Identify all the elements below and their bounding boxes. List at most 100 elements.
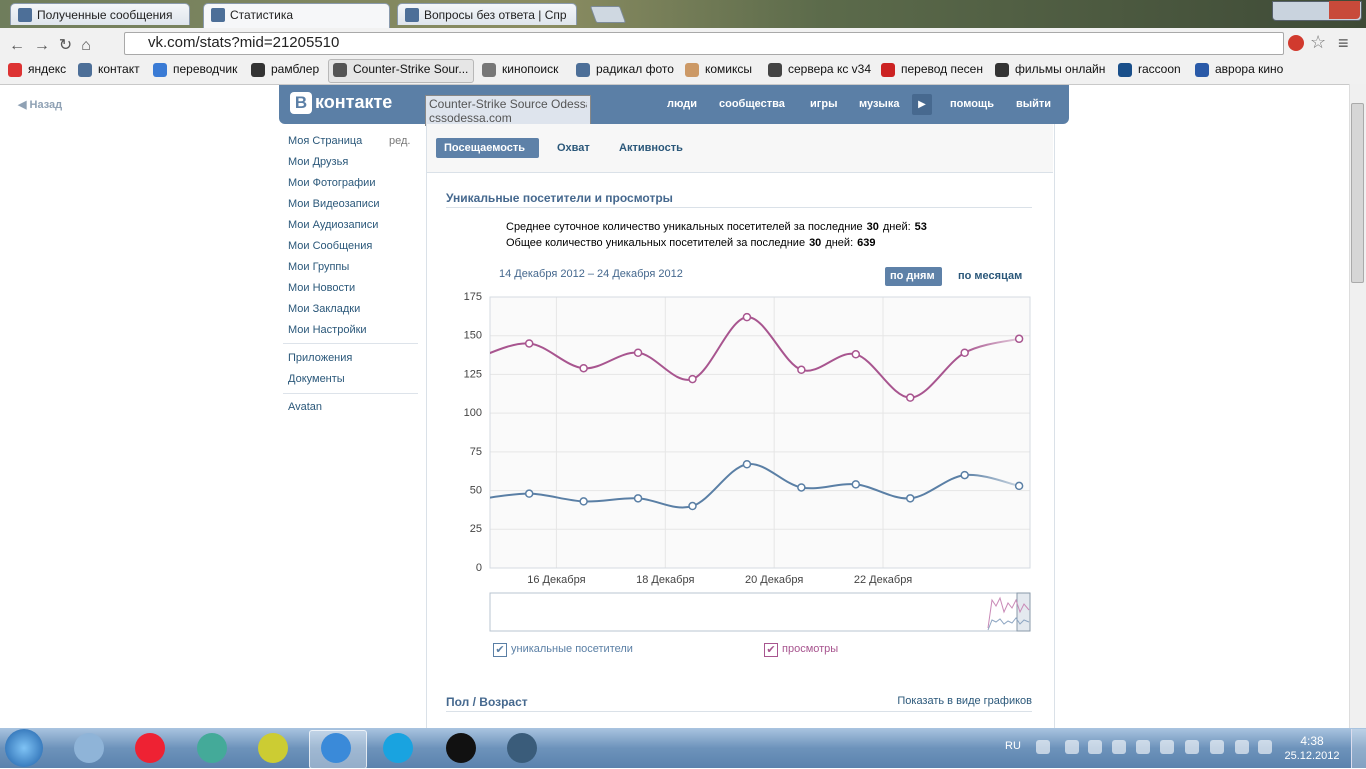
menu-item[interactable]: выйти (1016, 98, 1052, 110)
tray-icon[interactable] (1185, 740, 1199, 754)
bookmark[interactable]: яндекс (28, 62, 67, 76)
bookmark[interactable]: переводчик (173, 62, 238, 76)
tab-title[interactable]: Вопросы без ответа | Спр (424, 8, 567, 22)
back-link[interactable]: ◀ Назад (18, 99, 63, 111)
taskbar-icon[interactable] (321, 733, 351, 763)
browser-tab[interactable]: Полученные сообщения (10, 3, 190, 25)
language[interactable]: RU (1005, 740, 1021, 752)
taskbar-icon[interactable] (507, 733, 537, 763)
sidebar-link[interactable]: Мои Группы (288, 261, 350, 273)
legend-label[interactable]: просмотры (782, 643, 839, 655)
tab-title[interactable]: Полученные сообщения (37, 8, 173, 22)
scroll-thumb[interactable] (1351, 103, 1364, 283)
menu-item[interactable]: игры (810, 98, 838, 110)
tray-icon[interactable] (1258, 740, 1272, 754)
menu-item[interactable]: помощь (950, 98, 994, 110)
footer-link[interactable]: Показать в виде графиков (897, 695, 1032, 707)
data-point (579, 497, 588, 506)
bookmark[interactable]: Counter-Strike Sour... (353, 62, 469, 76)
sidebar-link[interactable]: Документы (288, 373, 345, 385)
navigator[interactable] (489, 592, 1031, 632)
sidebar-link[interactable]: Мои Аудиозаписи (288, 219, 379, 231)
menu-icon[interactable]: ≡ (1338, 33, 1349, 53)
legend-checkbox[interactable]: ✔ (493, 643, 507, 657)
tray-icon[interactable] (1112, 740, 1126, 754)
sidebar-link[interactable]: Мои Сообщения (288, 240, 373, 252)
menu-arrow[interactable]: ▶ (912, 94, 932, 115)
nav-buttons[interactable]: ← → ↻ ⌂ (9, 37, 91, 54)
tray-icon[interactable] (1210, 740, 1224, 754)
bookmark[interactable]: перевод песен (901, 62, 983, 76)
sidebar-link[interactable]: Приложения (288, 352, 353, 364)
navigator-line (987, 617, 1030, 631)
clock-time[interactable]: 4:38 (1300, 734, 1324, 748)
logo-icon[interactable]: В (290, 92, 312, 114)
logo-text[interactable]: контакте (315, 92, 393, 112)
tooltip-url: cssodessa.com (429, 111, 512, 125)
bookmark-icon (1118, 63, 1132, 77)
clock-date[interactable]: 25.12.2012 (1284, 750, 1340, 762)
tray-icon[interactable] (1065, 740, 1079, 754)
bookmark-icon (8, 63, 22, 77)
browser-tab[interactable]: Вопросы без ответа | Спр (397, 3, 577, 25)
period-button[interactable]: по месяцам (958, 270, 1023, 282)
sidebar-link[interactable]: Avatan (288, 401, 323, 413)
sidebar-link[interactable]: Мои Закладки (288, 303, 361, 315)
bookmark[interactable]: фильмы онлайн (1015, 62, 1106, 76)
sidebar-link[interactable]: Мои Видеозаписи (288, 198, 380, 210)
taskbar-icon[interactable] (74, 733, 104, 763)
data-point (797, 365, 806, 375)
sidebar-link[interactable]: Мои Фотографии (288, 177, 376, 189)
taskbar-icon[interactable] (197, 733, 227, 763)
content-tab[interactable]: Охват (557, 142, 590, 154)
taskbar-icon[interactable] (258, 733, 288, 763)
bookmark[interactable]: радикал фото (596, 62, 674, 76)
period-button[interactable]: по дням (890, 270, 935, 282)
bookmark[interactable]: кинопоиск (502, 62, 559, 76)
x-tick-label: 22 Декабря (854, 574, 912, 586)
taskbar-icon[interactable] (383, 733, 413, 763)
bookmark[interactable]: аврора кино (1215, 62, 1284, 76)
star-icon[interactable]: ☆ (1310, 32, 1327, 52)
back-text[interactable]: Назад (29, 99, 63, 111)
sidebar-link[interactable]: Моя Страница (288, 135, 363, 147)
stat-days-word: дней: (825, 237, 854, 249)
menu-item[interactable]: сообщества (719, 98, 785, 110)
data-point (524, 489, 534, 498)
taskbar-icon[interactable] (446, 733, 476, 763)
legend-checkbox[interactable]: ✔ (764, 643, 778, 657)
taskbar-icon[interactable] (135, 733, 165, 763)
close-button[interactable] (1329, 1, 1360, 19)
tray-icon[interactable] (1036, 740, 1050, 754)
show-desktop[interactable] (1351, 729, 1366, 768)
sidebar-link[interactable]: Мои Новости (288, 282, 356, 294)
tray-icon[interactable] (1088, 740, 1102, 754)
menu-item[interactable]: люди (667, 98, 697, 110)
new-tab[interactable] (589, 6, 627, 23)
start-button[interactable] (5, 729, 43, 767)
legend-label[interactable]: уникальные посетители (511, 643, 633, 655)
url[interactable]: vk.com/stats?mid=21205510 (148, 34, 340, 51)
content-tab[interactable]: Посещаемость (444, 142, 526, 154)
bookmark[interactable]: raccoon (1138, 62, 1181, 76)
tray-icon[interactable] (1235, 740, 1249, 754)
menu-item[interactable]: музыка (859, 98, 900, 110)
address-bar[interactable] (124, 32, 1284, 55)
navigator-window[interactable] (1016, 592, 1031, 632)
sidebar-link[interactable]: Мои Друзья (288, 156, 349, 168)
browser-tab[interactable]: Статистика (203, 3, 390, 28)
bookmark[interactable]: рамблер (271, 62, 320, 76)
bookmark[interactable]: комиксы (705, 62, 753, 76)
tray-icon[interactable] (1160, 740, 1174, 754)
tab-title[interactable]: Статистика (230, 8, 294, 22)
bookmark[interactable]: контакт (98, 62, 140, 76)
edit-link[interactable]: ред. (389, 135, 411, 147)
sidebar-link[interactable]: Мои Настройки (288, 324, 367, 336)
adblock-icon[interactable] (1288, 35, 1304, 51)
plot-area (490, 297, 1030, 568)
tray-icon[interactable] (1136, 740, 1150, 754)
content-tab[interactable]: Активность (619, 142, 683, 154)
tab-icon (405, 8, 419, 22)
y-tick-label: 150 (464, 330, 482, 342)
bookmark[interactable]: сервера кс v34 (788, 62, 872, 76)
